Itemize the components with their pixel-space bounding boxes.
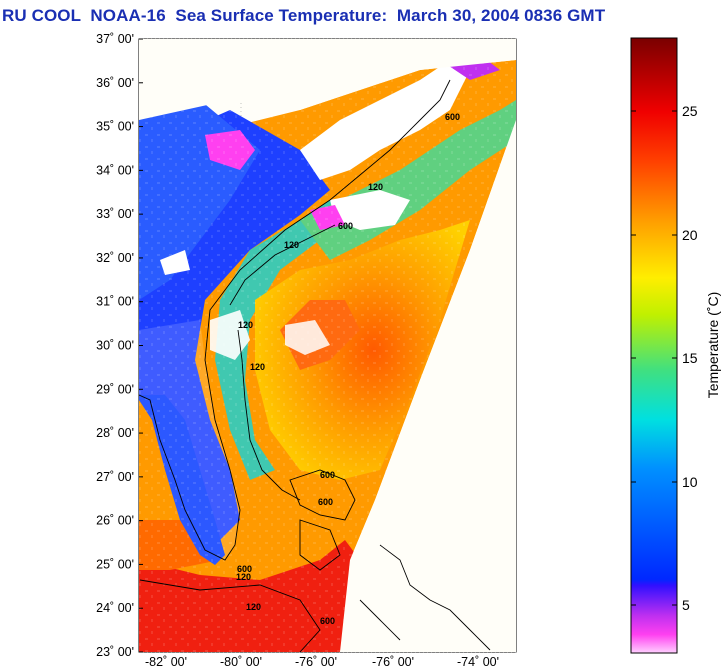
- latitude-label: 32˚ 00': [96, 251, 134, 265]
- colorbar-gradient: [630, 37, 678, 654]
- contour-label: 600: [320, 470, 335, 480]
- latitude-label: 26˚ 00': [96, 514, 134, 528]
- latitude-label: 24˚ 00': [96, 601, 134, 615]
- sst-swath: [139, 39, 516, 652]
- contour-label: 120: [246, 602, 261, 612]
- longitude-label: -76˚ 00': [372, 655, 414, 669]
- latitude-label: 33˚ 00': [96, 207, 134, 221]
- colorbar-label: Temperature (˚C): [705, 292, 721, 399]
- contour-label: 600: [445, 112, 460, 122]
- latitude-label: 23˚ 00': [96, 645, 134, 659]
- latitude-labels: 37˚ 00' 36˚ 00' 35˚ 00' 34˚ 00' 33˚ 00' 32˚ 0…: [96, 32, 143, 659]
- latitude-label: 35˚ 00': [96, 120, 134, 134]
- colorbar-tick-label: 10: [682, 474, 698, 490]
- contour-label: 120: [238, 320, 253, 330]
- contour-label: 600: [320, 616, 335, 626]
- contour-label: 120: [368, 182, 383, 192]
- latitude-label: 25˚ 00': [96, 557, 134, 571]
- latitude-label: 36˚ 00': [96, 76, 134, 90]
- colorbar-tick-label: 20: [682, 227, 698, 243]
- longitude-label: -74˚ 00': [457, 655, 499, 669]
- contour-label: 120: [284, 240, 299, 250]
- longitude-label: -80˚ 00': [220, 655, 262, 669]
- latitude-label: 30˚ 00': [96, 339, 134, 353]
- contour-label: 600: [237, 564, 252, 574]
- colorbar: 25 20 15 10 5 Temperature (˚C): [630, 37, 721, 654]
- colorbar-tick-label: 5: [682, 597, 690, 613]
- latitude-label: 27˚ 00': [96, 470, 134, 484]
- coastline: [139, 79, 491, 652]
- contour-label: 600: [338, 221, 353, 231]
- contour-label: 120: [250, 362, 265, 372]
- map-title: RU COOL NOAA-16 Sea Surface Temperature:…: [2, 6, 606, 25]
- latitude-label: 31˚ 00': [96, 295, 134, 309]
- contour-label: 600: [318, 497, 333, 507]
- latitude-label: 29˚ 00': [96, 382, 134, 396]
- colorbar-tick-label: 15: [682, 350, 698, 366]
- latitude-label: 37˚ 00': [96, 32, 134, 46]
- longitude-labels: -82˚ 00' -80˚ 00' -76˚ 00' -76˚ 00' -74˚ 00': [145, 655, 499, 669]
- contour-label: 120: [236, 572, 251, 582]
- latitude-label: 28˚ 00': [96, 426, 134, 440]
- latitude-label: 34˚ 00': [96, 163, 134, 177]
- colorbar-tick-label: 25: [682, 103, 698, 119]
- longitude-label: -76˚ 00': [295, 655, 337, 669]
- longitude-label: -82˚ 00': [145, 655, 187, 669]
